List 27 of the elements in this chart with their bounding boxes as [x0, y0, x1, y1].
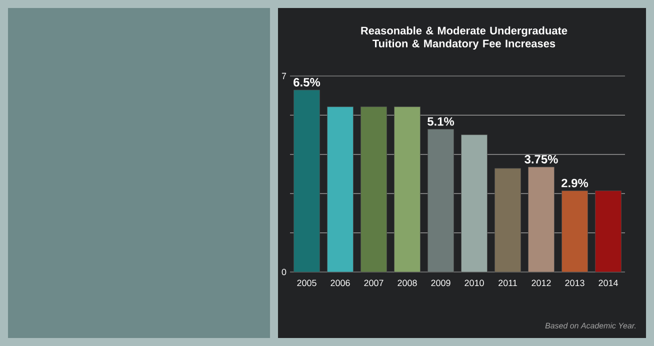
- y-tick-label: 7: [282, 72, 286, 80]
- bar: [394, 106, 420, 272]
- chart-title: Reasonable & Moderate Undergraduate Tuition & Mandatory Fee Increases: [361, 26, 568, 50]
- x-tick-label: 2012: [532, 280, 551, 286]
- x-tick-label: 2011: [498, 280, 517, 286]
- bar: [428, 129, 454, 272]
- bar: [461, 134, 488, 272]
- bar: [327, 106, 354, 272]
- x-tick-label: 2005: [297, 280, 316, 286]
- x-tick-label: 2008: [398, 280, 417, 286]
- bar: [494, 168, 521, 272]
- x-tick-label: 2006: [330, 280, 350, 286]
- bar: [562, 190, 588, 272]
- x-tick-label: 2009: [431, 280, 450, 286]
- bar: [528, 166, 554, 272]
- bar: [595, 190, 622, 272]
- bar: [294, 90, 320, 272]
- x-tick-label: 2014: [598, 280, 618, 286]
- y-tick-label: 0: [282, 268, 286, 276]
- data-label: 2.9%: [562, 178, 588, 188]
- data-label: 3.75%: [524, 155, 558, 164]
- x-tick-label: 2013: [565, 280, 584, 286]
- x-tick-label: 2007: [364, 280, 384, 286]
- data-label: 5.1%: [428, 117, 454, 126]
- x-tick-label: 2010: [464, 280, 484, 286]
- data-label: 6.5%: [294, 78, 320, 86]
- bar: [360, 106, 387, 272]
